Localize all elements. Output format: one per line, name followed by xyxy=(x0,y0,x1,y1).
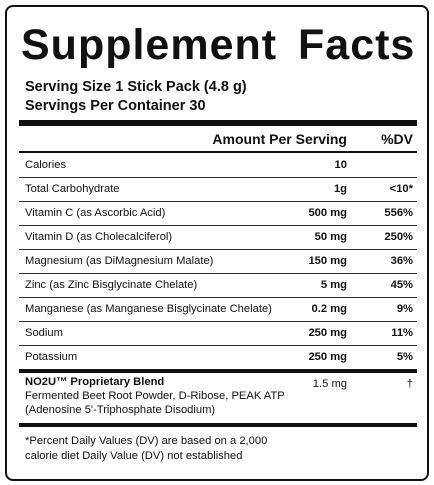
nutrient-amount: 0.2 mg xyxy=(311,303,347,315)
column-header: Amount Per Serving xyxy=(212,131,347,147)
nutrient-dv: 9% xyxy=(396,303,413,315)
nutrient-name: Vitamin D (as Cholecalciferol) xyxy=(25,231,173,243)
divider xyxy=(19,120,417,126)
nutrient-dv: 250% xyxy=(384,231,413,243)
blend-ingredient: (Adenosine 5'-Triphosphate Disodium) xyxy=(25,404,216,416)
nutrient-name: Potassium xyxy=(25,351,78,363)
nutrient-dv: 11% xyxy=(391,327,413,339)
nutrient-amount: 150 mg xyxy=(308,255,347,267)
row-separator xyxy=(19,225,417,226)
row-separator xyxy=(19,297,417,298)
nutrient-amount: 10 xyxy=(334,159,347,171)
row-separator xyxy=(19,273,417,274)
servings-per-container: Servings Per Container 30 xyxy=(25,98,206,114)
nutrient-amount: 250 mg xyxy=(308,351,347,363)
footnote: calorie diet Daily Value (DV) not establ… xyxy=(25,450,243,462)
blend-ingredient: Fermented Beet Root Powder, D-Ribose, PE… xyxy=(25,390,285,402)
footnote: *Percent Daily Values (DV) are based on … xyxy=(25,435,268,447)
nutrient-amount: 5 mg xyxy=(320,279,347,291)
blend-amount: 1.5 mg xyxy=(312,378,347,390)
blend-dv: † xyxy=(406,378,413,390)
nutrient-dv: 36% xyxy=(390,255,413,267)
row-separator xyxy=(19,345,417,346)
nutrient-amount: 250 mg xyxy=(308,327,347,339)
row-separator xyxy=(19,201,417,202)
nutrient-name: Magnesium (as DiMagnesium Malate) xyxy=(25,255,214,267)
nutrient-amount: 500 mg xyxy=(308,207,347,219)
nutrient-name: Vitamin C (as Ascorbic Acid) xyxy=(25,207,166,219)
facts-panel: Supplement Facts Serving Size 1 Stick Pa… xyxy=(5,5,429,481)
nutrient-dv: 5% xyxy=(396,351,413,363)
column-header: %DV xyxy=(381,131,413,147)
nutrient-name: Zinc (as Zinc Bisglycinate Chelate) xyxy=(25,279,198,291)
nutrient-amount: 50 mg xyxy=(314,231,347,243)
row-separator xyxy=(19,321,417,322)
divider xyxy=(19,151,417,153)
divider xyxy=(19,369,417,373)
nutrient-dv: 45% xyxy=(390,279,413,291)
nutrient-name: Manganese (as Manganese Bisglycinate Che… xyxy=(25,303,272,315)
nutrient-dv: 556% xyxy=(384,207,413,219)
row-separator xyxy=(19,177,417,178)
nutrient-amount: 1g xyxy=(333,183,347,195)
divider xyxy=(19,423,417,427)
nutrient-name: Calories xyxy=(25,159,67,171)
nutrient-dv: <10* xyxy=(389,183,413,195)
row-separator xyxy=(19,249,417,250)
serving-size: Serving Size 1 Stick Pack (4.8 g) xyxy=(25,79,247,95)
title: Supplement Facts xyxy=(21,21,416,69)
blend-name: NO2U™ Proprietary Blend xyxy=(25,376,165,388)
nutrient-name: Sodium xyxy=(25,327,63,339)
nutrient-name: Total Carbohydrate xyxy=(25,183,120,195)
